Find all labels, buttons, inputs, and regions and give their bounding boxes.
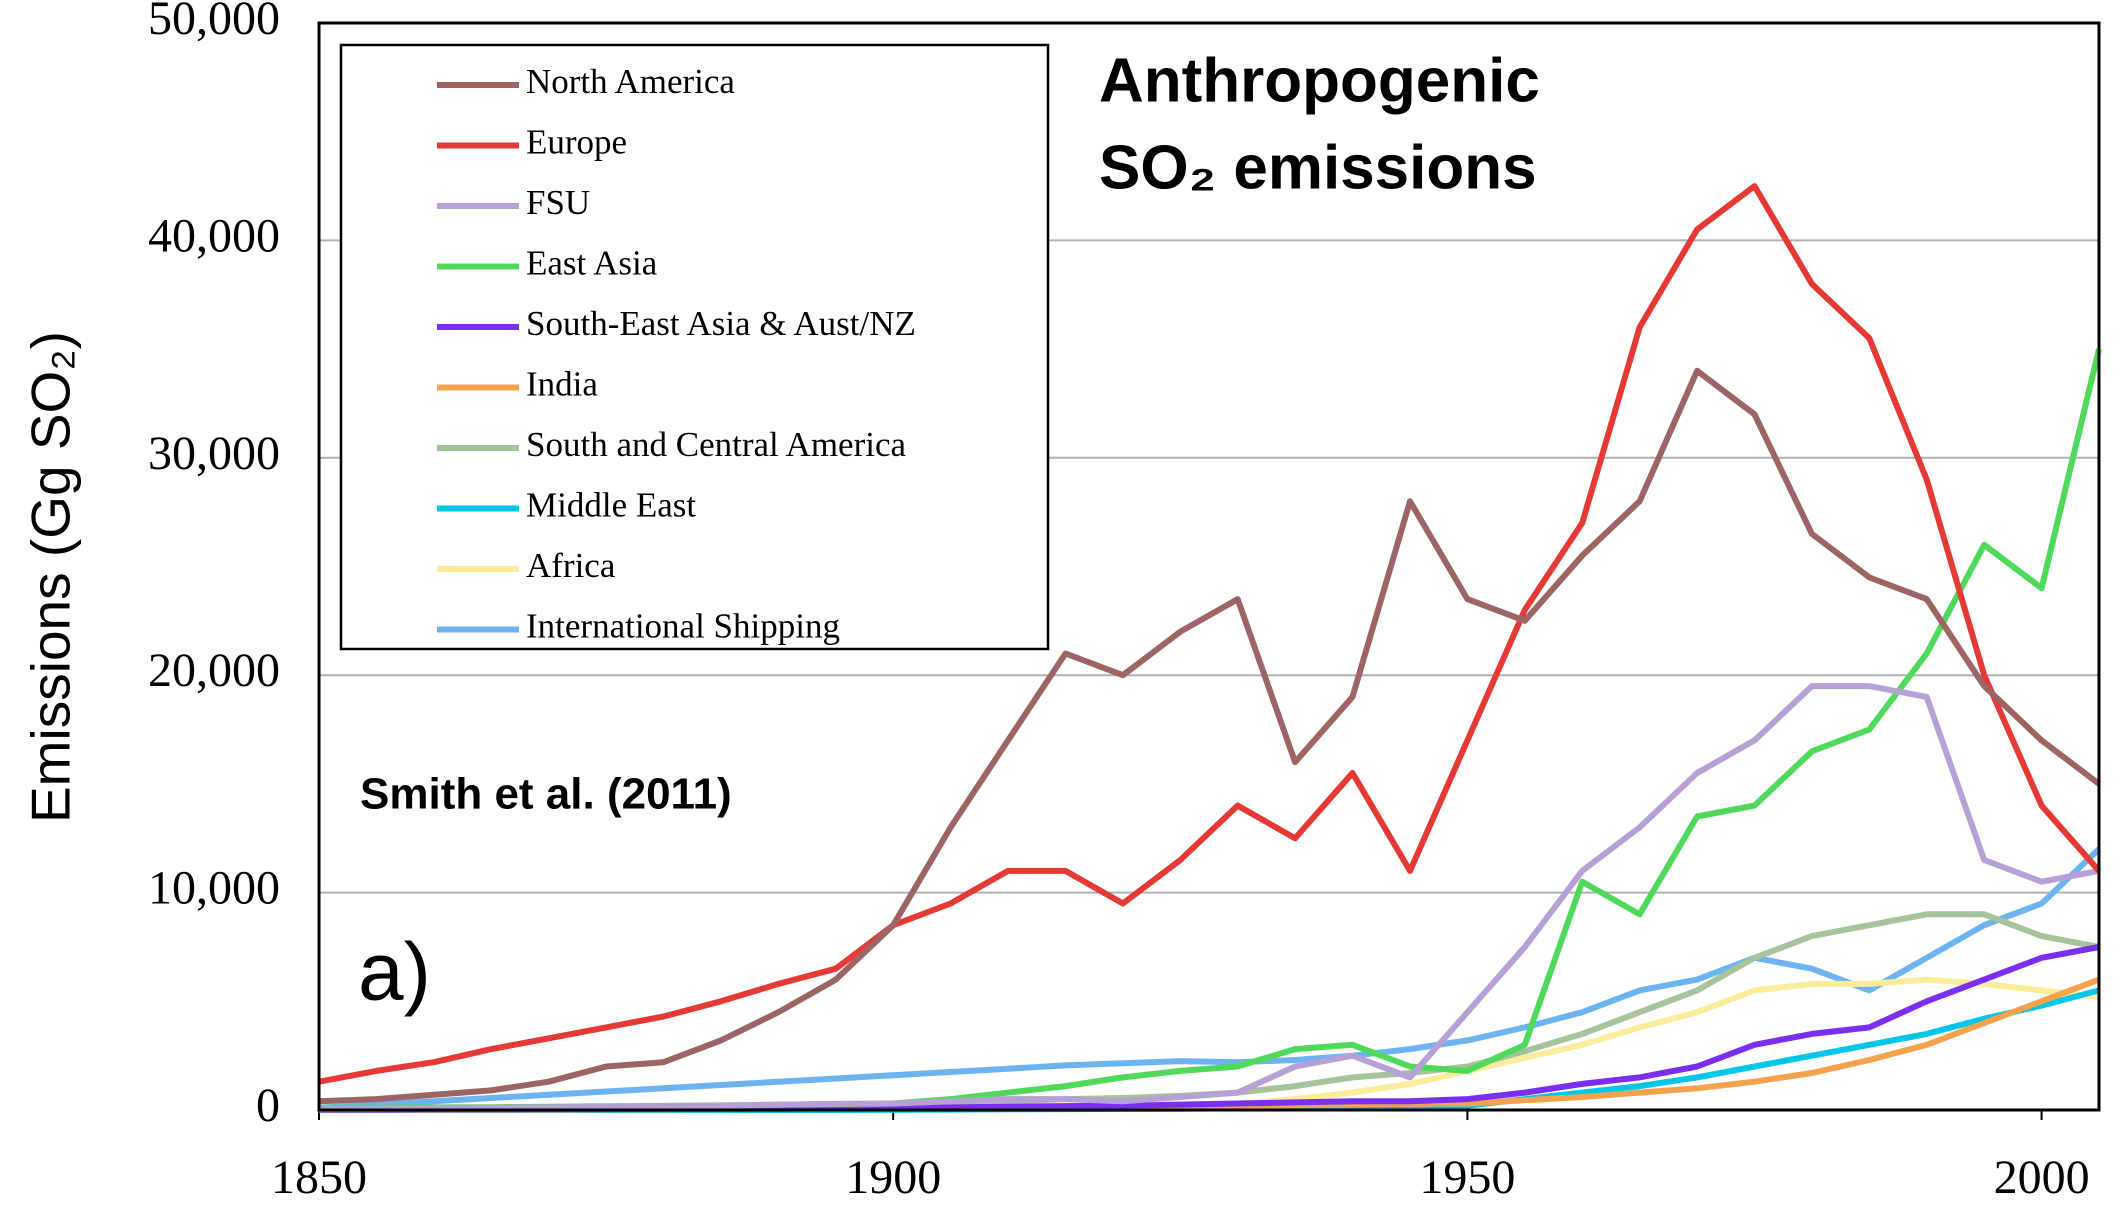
x-tick-label: 1850: [271, 1151, 367, 1204]
y-tick-label: 30,000: [148, 427, 280, 480]
series-line: [318, 183, 2102, 1085]
legend-label: Africa: [526, 546, 616, 585]
legend-label: International Shipping: [526, 607, 840, 646]
legend-label: North America: [526, 62, 735, 101]
series-line: [319, 911, 2100, 1113]
legend-box: [339, 43, 1050, 651]
y-tick-label: 20,000: [148, 644, 280, 697]
legend-label: FSU: [526, 183, 590, 222]
x-tick-label: 1950: [1419, 1151, 1515, 1204]
legend-label: Middle East: [526, 486, 696, 525]
annotation: a): [358, 927, 431, 1018]
series-line: [318, 683, 2100, 1112]
y-axis-label: Emissions (Gg SO₂): [20, 331, 82, 823]
annotation: Smith et al. (2011): [360, 770, 732, 819]
legend-label: Europe: [526, 123, 627, 162]
plot-frame: [317, 21, 2101, 1112]
y-tick-label: 0: [256, 1079, 280, 1132]
x-tick-label: 2000: [1994, 1151, 2090, 1204]
legend-label: South-East Asia & Aust/NZ: [526, 304, 916, 343]
x-tick-label: 1900: [845, 1151, 941, 1204]
legend-label: East Asia: [526, 244, 658, 283]
y-tick-label: 40,000: [148, 209, 280, 262]
legend-label: India: [526, 365, 598, 404]
chart-title: SO₂ emissions: [1099, 133, 1537, 202]
series-line: [318, 367, 2101, 1105]
chart-title: Anthropogenic: [1099, 46, 1540, 115]
series-line: [318, 846, 2102, 1111]
y-tick-label: 50,000: [148, 0, 280, 45]
y-tick-label: 10,000: [148, 862, 280, 915]
legend-label: South and Central America: [526, 425, 907, 464]
